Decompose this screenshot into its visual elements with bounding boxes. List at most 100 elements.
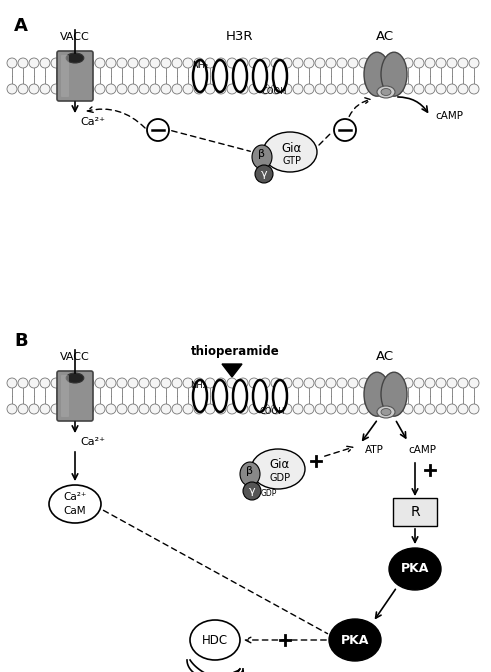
Circle shape: [414, 378, 424, 388]
Circle shape: [205, 84, 215, 94]
Circle shape: [370, 58, 380, 68]
Circle shape: [436, 84, 446, 94]
Circle shape: [469, 58, 479, 68]
Circle shape: [348, 378, 358, 388]
Ellipse shape: [253, 380, 267, 412]
Circle shape: [183, 58, 193, 68]
Circle shape: [458, 404, 468, 414]
Ellipse shape: [193, 60, 207, 92]
Circle shape: [293, 84, 303, 94]
Circle shape: [18, 378, 28, 388]
Circle shape: [227, 58, 237, 68]
FancyBboxPatch shape: [393, 498, 437, 526]
Circle shape: [40, 378, 50, 388]
Circle shape: [106, 378, 116, 388]
Text: Giα: Giα: [270, 458, 290, 472]
Circle shape: [271, 58, 281, 68]
Circle shape: [414, 84, 424, 94]
Circle shape: [161, 378, 171, 388]
Circle shape: [392, 58, 402, 68]
Circle shape: [150, 58, 160, 68]
Circle shape: [84, 58, 94, 68]
Ellipse shape: [213, 60, 227, 92]
Circle shape: [282, 378, 292, 388]
Circle shape: [458, 378, 468, 388]
Circle shape: [260, 84, 270, 94]
Circle shape: [147, 119, 169, 141]
Circle shape: [348, 404, 358, 414]
Circle shape: [447, 404, 457, 414]
Circle shape: [7, 84, 17, 94]
Circle shape: [194, 84, 204, 94]
Circle shape: [436, 404, 446, 414]
Ellipse shape: [381, 372, 407, 416]
Ellipse shape: [213, 380, 227, 412]
Circle shape: [73, 58, 83, 68]
Circle shape: [172, 378, 182, 388]
Circle shape: [29, 404, 39, 414]
Text: H3R: H3R: [226, 30, 254, 42]
Circle shape: [359, 404, 369, 414]
Circle shape: [117, 404, 127, 414]
Circle shape: [172, 84, 182, 94]
Circle shape: [40, 404, 50, 414]
Circle shape: [282, 84, 292, 94]
Circle shape: [315, 58, 325, 68]
Circle shape: [150, 378, 160, 388]
Circle shape: [194, 404, 204, 414]
Circle shape: [293, 404, 303, 414]
Text: γ: γ: [261, 169, 267, 179]
Ellipse shape: [273, 380, 287, 412]
Ellipse shape: [381, 409, 391, 415]
Circle shape: [194, 378, 204, 388]
Circle shape: [282, 404, 292, 414]
Ellipse shape: [193, 380, 207, 412]
Circle shape: [337, 58, 347, 68]
Ellipse shape: [243, 482, 261, 500]
Ellipse shape: [66, 373, 84, 383]
Ellipse shape: [263, 132, 317, 172]
Circle shape: [425, 378, 435, 388]
Ellipse shape: [273, 60, 287, 92]
Text: COOH: COOH: [262, 87, 288, 95]
Text: GDP: GDP: [261, 489, 277, 499]
Circle shape: [62, 58, 72, 68]
Circle shape: [106, 404, 116, 414]
Circle shape: [359, 378, 369, 388]
Circle shape: [7, 378, 17, 388]
FancyBboxPatch shape: [57, 51, 93, 101]
Circle shape: [29, 84, 39, 94]
Circle shape: [7, 404, 17, 414]
Circle shape: [205, 58, 215, 68]
Circle shape: [304, 378, 314, 388]
Text: AC: AC: [376, 30, 394, 42]
Circle shape: [62, 404, 72, 414]
Circle shape: [370, 378, 380, 388]
Circle shape: [370, 404, 380, 414]
Text: HDC: HDC: [202, 634, 228, 646]
Circle shape: [348, 84, 358, 94]
Circle shape: [249, 404, 259, 414]
Circle shape: [150, 404, 160, 414]
Circle shape: [326, 404, 336, 414]
Circle shape: [293, 378, 303, 388]
Circle shape: [348, 58, 358, 68]
Circle shape: [334, 119, 356, 141]
Circle shape: [183, 84, 193, 94]
Ellipse shape: [364, 52, 390, 96]
Text: R: R: [410, 505, 420, 519]
Circle shape: [95, 378, 105, 388]
Text: Giα: Giα: [282, 142, 302, 155]
Circle shape: [95, 84, 105, 94]
Text: CaM: CaM: [64, 506, 86, 516]
Ellipse shape: [364, 372, 390, 416]
Text: γ: γ: [248, 486, 255, 496]
Circle shape: [326, 58, 336, 68]
Ellipse shape: [252, 145, 272, 169]
Circle shape: [84, 378, 94, 388]
Circle shape: [381, 84, 391, 94]
Circle shape: [95, 58, 105, 68]
Circle shape: [62, 378, 72, 388]
Circle shape: [51, 84, 61, 94]
Circle shape: [414, 404, 424, 414]
